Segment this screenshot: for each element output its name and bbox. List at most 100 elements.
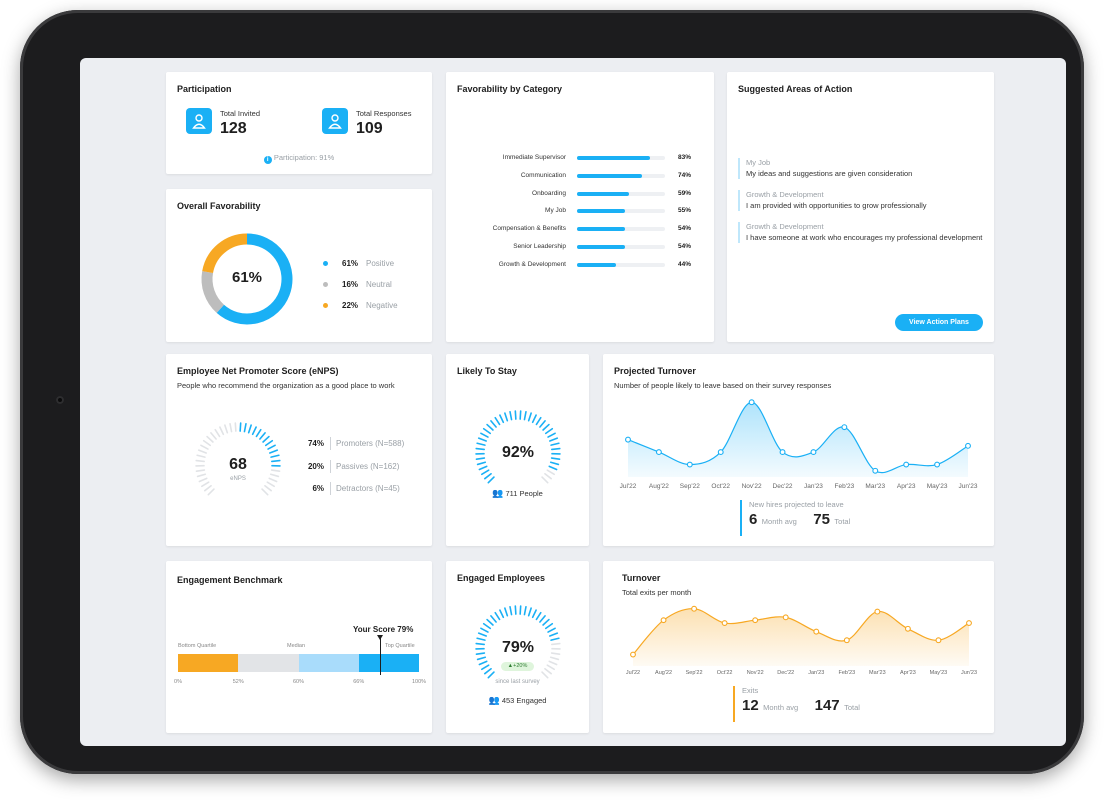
category-bar[interactable] xyxy=(577,191,629,196)
card-title: Engaged Employees xyxy=(457,573,546,583)
total-invited-value: 128 xyxy=(220,120,247,137)
data-point[interactable] xyxy=(691,605,698,612)
people-icon: 👥 xyxy=(488,695,500,705)
gauge-tick xyxy=(269,473,280,478)
gauge-tick xyxy=(475,652,486,656)
gauge-tick xyxy=(544,622,554,630)
gauge-tick xyxy=(259,432,266,440)
data-point[interactable] xyxy=(748,399,755,406)
x-tick-label: May'23 xyxy=(927,483,948,490)
category-bar[interactable] xyxy=(577,245,625,249)
gauge-tick xyxy=(486,618,494,626)
data-point[interactable] xyxy=(660,617,667,624)
tablet-frame: Participation Total Invited 128 Total Re… xyxy=(20,10,1084,774)
data-point[interactable] xyxy=(934,461,941,468)
category-pct: 54% xyxy=(678,243,692,250)
person-icon xyxy=(186,108,212,134)
gauge-tick xyxy=(531,414,537,424)
x-tick-label: Jun'23 xyxy=(961,670,977,676)
benchmark-segment xyxy=(178,654,239,672)
x-tick-label: Mar'23 xyxy=(869,670,886,676)
gauge-tick xyxy=(267,444,276,450)
gauge-tick xyxy=(478,465,488,471)
x-tick-label: Jul'22 xyxy=(626,670,640,676)
data-point[interactable] xyxy=(935,637,942,644)
median-label: Median xyxy=(287,643,306,649)
gauge-tick xyxy=(499,414,505,424)
turnover-card: Turnover Total exits per month Jul'22 Aug… xyxy=(603,561,994,733)
gauge-tick xyxy=(483,667,492,675)
action-item[interactable]: My Job My ideas and suggestions are give… xyxy=(738,158,983,179)
data-point[interactable] xyxy=(630,651,636,658)
participation-rate: i Participation: 91% xyxy=(166,153,432,164)
enps-gauge xyxy=(195,422,281,496)
category-bar[interactable] xyxy=(577,262,616,267)
turnover-avg-value: 12 xyxy=(742,697,759,714)
overall-favorability-card: Overall Favorability 61% 61% Positive 16% N… xyxy=(166,189,432,342)
card-title: Favorability by Category xyxy=(457,84,563,94)
action-item[interactable]: Growth & Development I have someone at w… xyxy=(738,222,983,243)
data-point[interactable] xyxy=(779,449,786,456)
engaged-value: 79% xyxy=(501,639,535,656)
benchmark-segment xyxy=(358,654,419,672)
gauge-tick xyxy=(551,447,561,451)
gauge-tick xyxy=(504,412,509,422)
card-title: Overall Favorability xyxy=(177,201,261,211)
category-bar[interactable] xyxy=(577,173,643,178)
gauge-tick xyxy=(486,423,494,431)
gauge-tick xyxy=(544,667,553,675)
gauge-tick xyxy=(198,477,208,483)
category-bar[interactable] xyxy=(577,227,625,232)
enps-row-divider xyxy=(330,437,331,450)
suggested-actions-card: Suggested Areas of Action My Job My idea… xyxy=(727,72,994,342)
data-point[interactable] xyxy=(721,620,728,626)
x-tick-label: Dec'22 xyxy=(773,483,793,490)
data-point[interactable] xyxy=(965,442,971,449)
action-text: I have someone at work who encourages my… xyxy=(746,233,983,242)
gauge-tick xyxy=(544,472,553,480)
projected-summary: New hires projected to leave 6 Month avg… xyxy=(740,500,850,536)
score-marker xyxy=(380,637,382,675)
data-point[interactable] xyxy=(752,617,759,624)
enps-row-pct: 74% xyxy=(307,439,324,448)
data-point[interactable] xyxy=(717,449,724,456)
gauge-tick xyxy=(527,412,532,422)
x-tick-label: Apr'23 xyxy=(900,670,916,676)
total-responses-label: Total Responses xyxy=(356,109,412,118)
engaged-since: since last survey xyxy=(495,679,540,685)
people-count: 711 People xyxy=(505,489,543,498)
data-point[interactable] xyxy=(872,467,879,474)
x-tick-label: Dec'22 xyxy=(777,670,794,676)
gauge-tick xyxy=(475,447,485,451)
gauge-tick xyxy=(239,422,242,432)
gauge-tick xyxy=(541,671,549,679)
data-point[interactable] xyxy=(625,436,631,443)
people-icon: 👥 xyxy=(492,488,504,498)
data-point[interactable] xyxy=(810,449,817,456)
view-action-plans-button[interactable]: View Action Plans xyxy=(895,314,983,331)
category-bar-track xyxy=(577,262,665,267)
data-point[interactable] xyxy=(904,625,911,632)
category-label: Immediate Supervisor xyxy=(502,154,566,161)
data-point[interactable] xyxy=(843,637,850,644)
data-point[interactable] xyxy=(655,449,662,456)
gauge-tick xyxy=(482,622,492,630)
data-point[interactable] xyxy=(782,614,789,621)
area-fill xyxy=(633,608,969,666)
category-bar[interactable] xyxy=(577,209,626,214)
turnover-summary: Exits 12 Month avg 147 Total xyxy=(733,686,860,722)
data-point[interactable] xyxy=(686,461,693,468)
gauge-tick xyxy=(477,632,487,637)
data-point[interactable] xyxy=(841,424,848,431)
gauge-tick xyxy=(243,422,247,433)
gauge-tick xyxy=(535,611,542,621)
action-item[interactable]: Growth & Development I am provided with … xyxy=(738,190,983,211)
data-point[interactable] xyxy=(874,608,881,615)
data-point[interactable] xyxy=(813,628,820,635)
data-point[interactable] xyxy=(903,461,910,468)
category-bar[interactable] xyxy=(577,156,651,160)
gauge-tick xyxy=(504,607,509,617)
data-point[interactable] xyxy=(966,620,972,626)
enps-row-label: Detractors (N=45) xyxy=(336,484,400,493)
legend-label: Positive xyxy=(366,259,395,268)
